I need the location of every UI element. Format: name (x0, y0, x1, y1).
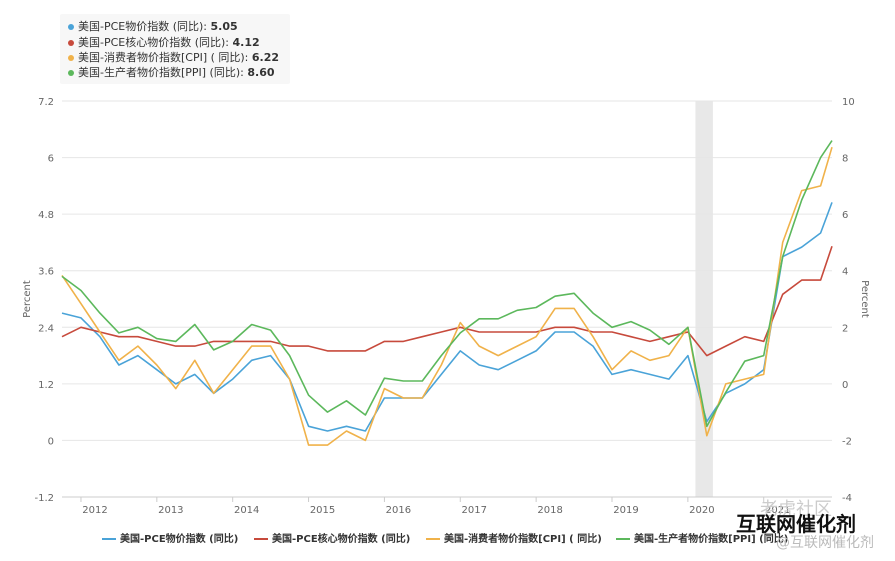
y-tick-label-left: -1.2 (34, 493, 54, 504)
y-tick-label-left: 3.6 (38, 267, 54, 278)
legend-line-icon (102, 538, 116, 540)
y-tick-label-right: 6 (842, 210, 848, 221)
series-line-3 (61, 140, 833, 428)
series-line-0 (61, 202, 833, 432)
x-tick-label: 2019 (613, 505, 638, 516)
legend-label: 美国-生产者物价指数[PPI] (同比) (634, 534, 789, 545)
y-tick-label-left: 4.8 (38, 210, 54, 221)
y-tick-label-left: 1.2 (38, 380, 54, 391)
y-tick-label-right: 10 (842, 97, 855, 108)
legend-line-icon (426, 538, 440, 540)
tooltip-label: 美国-消费者物价指数[CPI] ( 同比): (78, 51, 249, 64)
legend-label: 美国-PCE核心物价指数 (同比) (272, 534, 411, 545)
legend-item-cpi[interactable]: 美国-消费者物价指数[CPI] ( 同比) (426, 530, 602, 545)
series-line-1 (61, 245, 833, 357)
x-tick-label: 2018 (537, 505, 562, 516)
tooltip-row-cpi: 美国-消费者物价指数[CPI] ( 同比): 6.22 (68, 49, 279, 65)
y-axis-label-left: Percent (22, 280, 33, 318)
x-tick-label: 2015 (310, 505, 335, 516)
tooltip-value: 6.22 (251, 51, 280, 64)
y-tick-label-left: 2.4 (38, 323, 54, 334)
y-tick-label-right: 2 (842, 323, 848, 334)
tooltip-value: 8.60 (247, 66, 275, 79)
y-axis-label-right: Percent (859, 280, 870, 318)
watermark-sub: @互联网催化剂 (776, 535, 874, 551)
chart-legend: 美国-PCE物价指数 (同比) 美国-PCE核心物价指数 (同比) 美国-消费者… (0, 530, 895, 550)
legend-line-icon (616, 538, 630, 540)
legend-label: 美国-消费者物价指数[CPI] ( 同比) (444, 534, 602, 545)
x-tick-label: 2012 (82, 505, 107, 516)
y-tick-label-right: 8 (842, 154, 848, 165)
tooltip-label: 美国-PCE物价指数 (同比): (78, 20, 208, 33)
y-tick-label-right: 0 (842, 380, 848, 391)
legend-label: 美国-PCE物价指数 (同比) (120, 534, 239, 545)
series-dot-icon (68, 70, 74, 76)
tooltip-row-ppi: 美国-生产者物价指数[PPI] (同比): 8.60 (68, 64, 275, 80)
watermark-top: 老虎社区 (760, 499, 832, 520)
watermark-main: 互联网催化剂 (736, 512, 856, 536)
y-tick-label-right: 4 (842, 267, 848, 278)
x-tick-label: 2016 (386, 505, 411, 516)
recession-band (695, 101, 713, 497)
y-tick-label-right: -2 (842, 436, 852, 447)
tooltip-value: 5.05 (210, 20, 238, 33)
x-tick-label: 2014 (234, 505, 259, 516)
series-dot-icon (68, 24, 74, 30)
y-tick-label-right: -4 (842, 493, 852, 504)
x-tick-label: 2020 (689, 505, 714, 516)
tooltip-label: 美国-PCE核心物价指数 (同比): (78, 36, 230, 49)
legend-item-pce[interactable]: 美国-PCE物价指数 (同比) (102, 530, 238, 545)
y-tick-label-left: 0 (48, 436, 54, 447)
series-line-2 (61, 146, 833, 446)
tooltip-label: 美国-生产者物价指数[PPI] (同比): (78, 66, 244, 79)
x-tick-label: 2013 (158, 505, 183, 516)
tooltip-value: 4.12 (232, 36, 260, 49)
legend-line-icon (254, 538, 268, 540)
legend-item-ppi[interactable]: 美国-生产者物价指数[PPI] (同比) (616, 530, 788, 545)
x-tick-label: 2017 (462, 505, 487, 516)
tooltip-row-pce: 美国-PCE物价指数 (同比): 5.05 (68, 18, 238, 34)
legend-item-pce-core[interactable]: 美国-PCE核心物价指数 (同比) (254, 530, 410, 545)
y-tick-label-left: 6 (48, 154, 54, 165)
series-dot-icon (68, 55, 74, 61)
tooltip-row-pce-core: 美国-PCE核心物价指数 (同比): 4.12 (68, 34, 260, 50)
x-tick-label: 2021 (765, 505, 790, 516)
series-dot-icon (68, 40, 74, 46)
y-tick-label-left: 7.2 (38, 97, 54, 108)
tooltip-box: 美国-PCE物价指数 (同比): 5.05 美国-PCE核心物价指数 (同比):… (60, 14, 290, 84)
